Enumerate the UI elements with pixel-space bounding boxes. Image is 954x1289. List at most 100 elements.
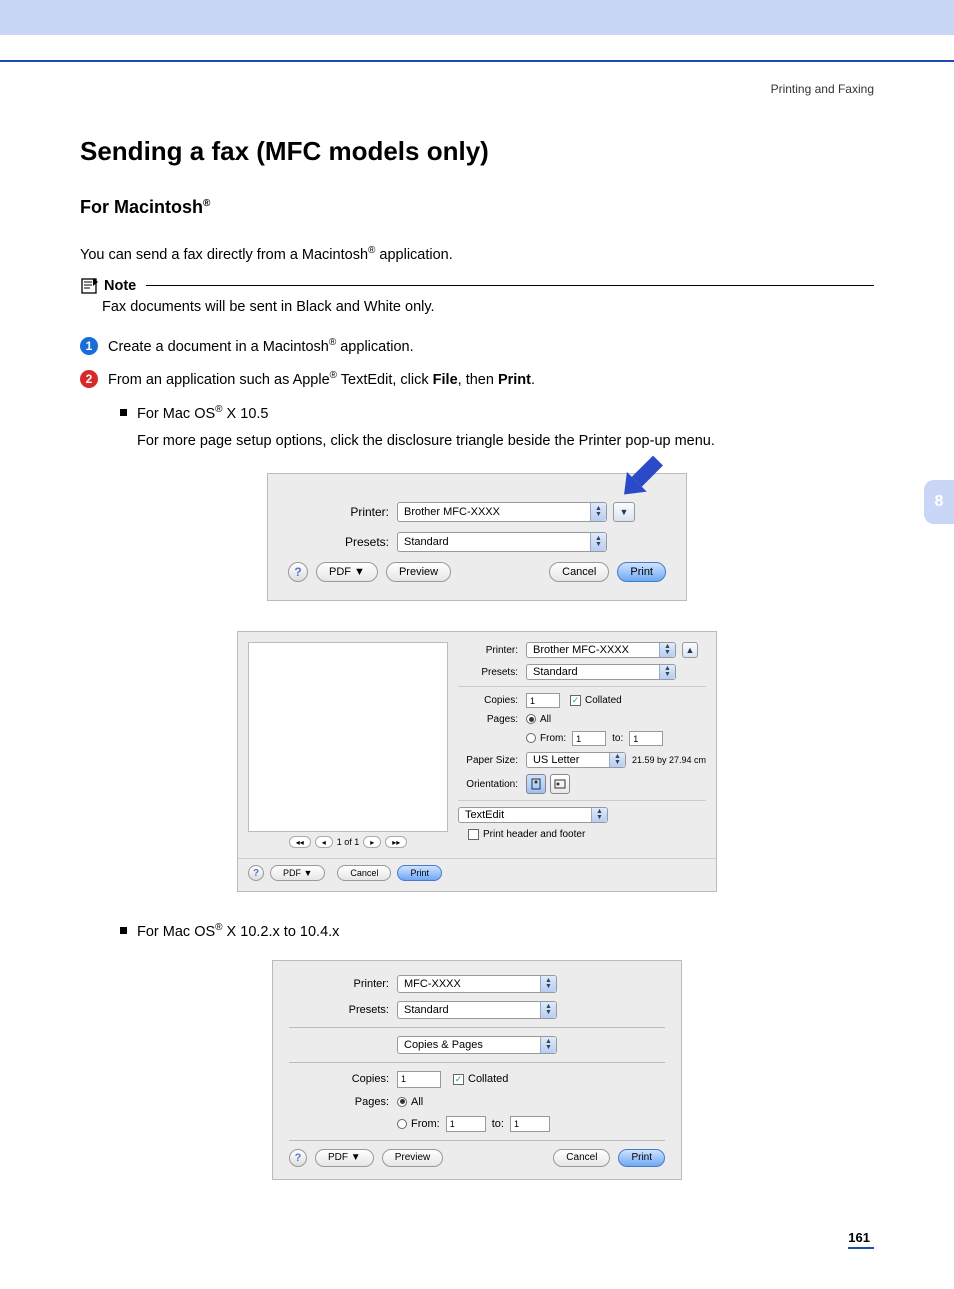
step2-print: Print	[498, 372, 531, 388]
nav-last-button[interactable]: ▸▸	[385, 836, 407, 848]
cancel-button[interactable]: Cancel	[337, 865, 391, 881]
select-caps-icon: ▲▼	[540, 1037, 556, 1053]
note-icon	[80, 277, 100, 295]
nav-prev-button[interactable]: ◂	[315, 836, 333, 848]
disclosure-button[interactable]: ▼	[613, 502, 635, 522]
sub1-text: For Mac OS® X 10.5	[137, 402, 268, 426]
note-label: Note	[104, 278, 136, 294]
copies-label: Copies:	[289, 1073, 389, 1085]
copies-input[interactable]: 1	[397, 1071, 441, 1088]
presets-select[interactable]: Standard ▲▼	[397, 532, 607, 552]
to-input[interactable]: 1	[629, 731, 663, 746]
chapter-tab: 8	[924, 480, 954, 524]
select-caps-icon: ▲▼	[659, 643, 675, 657]
papersize-select[interactable]: US Letter ▲▼	[526, 752, 626, 768]
help-button[interactable]: ?	[289, 1149, 307, 1167]
papersize-value: US Letter	[533, 754, 579, 766]
cancel-button[interactable]: Cancel	[549, 562, 609, 582]
print-button[interactable]: Print	[617, 562, 666, 582]
print-button[interactable]: Print	[397, 865, 442, 881]
section-value: Copies & Pages	[404, 1039, 483, 1051]
from-label: From:	[540, 733, 566, 744]
presets-select[interactable]: Standard ▲▼	[397, 1001, 557, 1019]
sub-bullet-105: For Mac OS® X 10.5	[120, 402, 874, 426]
divider	[289, 1140, 665, 1141]
pages-all-radio[interactable]	[526, 714, 536, 724]
presets-label: Presets:	[458, 667, 518, 678]
divider	[289, 1027, 665, 1028]
app-value: TextEdit	[465, 809, 504, 821]
printer-select[interactable]: MFC-XXXX ▲▼	[397, 975, 557, 993]
pdf-button[interactable]: PDF ▼	[316, 562, 378, 582]
collated-label: Collated	[468, 1073, 508, 1085]
from-input[interactable]: 1	[446, 1116, 486, 1132]
app-options-select[interactable]: TextEdit ▲▼	[458, 807, 608, 823]
to-label: to:	[612, 733, 623, 744]
sub1-detail: For more page setup options, click the d…	[137, 431, 874, 453]
page-title: Sending a fax (MFC models only)	[80, 136, 874, 167]
pdf-button[interactable]: PDF ▼	[270, 865, 325, 881]
print-button[interactable]: Print	[618, 1149, 665, 1167]
collated-label: Collated	[585, 695, 622, 706]
select-caps-icon: ▲▼	[590, 503, 606, 521]
pages-from-radio[interactable]	[526, 733, 536, 743]
step2-end: .	[531, 372, 535, 388]
collated-checkbox[interactable]: ✓	[453, 1074, 464, 1085]
callout-arrow	[619, 456, 668, 505]
step-2-text: From an application such as Apple® TextE…	[108, 368, 535, 392]
orientation-portrait-button[interactable]	[526, 774, 546, 794]
cancel-button[interactable]: Cancel	[553, 1149, 610, 1167]
nav-page-text: 1 of 1	[337, 837, 360, 847]
disclosure-button[interactable]: ▲	[682, 642, 698, 658]
papersize-dims: 21.59 by 27.94 cm	[632, 755, 706, 765]
presets-select[interactable]: Standard ▲▼	[526, 664, 676, 680]
step1-prefix: Create a document in a Macintosh	[108, 338, 329, 354]
orientation-landscape-button[interactable]	[550, 774, 570, 794]
to-input[interactable]: 1	[510, 1116, 550, 1132]
sub2-prefix: For Mac OS	[137, 924, 215, 940]
registered-mark: ®	[215, 922, 222, 933]
nav-next-button[interactable]: ▸	[363, 836, 381, 848]
print-header-checkbox[interactable]	[468, 829, 479, 840]
divider	[458, 800, 706, 801]
preview-button[interactable]: Preview	[386, 562, 451, 582]
pdf-button[interactable]: PDF ▼	[315, 1149, 374, 1167]
note-rule	[146, 285, 874, 286]
help-button[interactable]: ?	[248, 865, 264, 881]
papersize-label: Paper Size:	[458, 755, 518, 766]
select-caps-icon: ▲▼	[609, 753, 625, 767]
registered-mark: ®	[215, 404, 222, 415]
pages-all-radio[interactable]	[397, 1097, 407, 1107]
step-2: 2 From an application such as Apple® Tex…	[80, 368, 874, 392]
select-caps-icon: ▲▼	[591, 808, 607, 822]
preview-button[interactable]: Preview	[382, 1149, 444, 1167]
collated-checkbox[interactable]: ✓	[570, 695, 581, 706]
sub-bullet-102-104: For Mac OS® X 10.2.x to 10.4.x	[120, 920, 874, 944]
nav-first-button[interactable]: ◂◂	[289, 836, 311, 848]
from-label: From:	[411, 1118, 440, 1130]
step-1: 1 Create a document in a Macintosh® appl…	[80, 335, 874, 359]
to-label: to:	[492, 1118, 504, 1130]
step2-prefix: From an application such as Apple	[108, 372, 330, 388]
bullet-square	[120, 409, 127, 416]
pages-all-label: All	[411, 1096, 423, 1108]
copies-input[interactable]: 1	[526, 693, 560, 708]
from-input[interactable]: 1	[572, 731, 606, 746]
bullet-square	[120, 927, 127, 934]
divider	[458, 686, 706, 687]
help-button[interactable]: ?	[288, 562, 308, 582]
pages-from-radio[interactable]	[397, 1119, 407, 1129]
printer-select[interactable]: Brother MFC-XXXX ▲▼	[526, 642, 676, 658]
section-select[interactable]: Copies & Pages ▲▼	[397, 1036, 557, 1054]
orientation-label: Orientation:	[458, 779, 518, 790]
print-dialog-collapsed: Printer: Brother MFC-XXXX ▲▼ ▼ Presets: …	[267, 473, 687, 601]
presets-label: Presets:	[319, 535, 389, 549]
presets-value: Standard	[533, 666, 578, 678]
printer-select[interactable]: Brother MFC-XXXX ▲▼	[397, 502, 607, 522]
top-color-band	[0, 0, 954, 35]
divider	[289, 1062, 665, 1063]
step1-suffix: application.	[336, 338, 413, 354]
printer-value: MFC-XXXX	[404, 978, 461, 990]
select-caps-icon: ▲▼	[659, 665, 675, 679]
intro-prefix: You can send a fax directly from a Macin…	[80, 247, 368, 263]
